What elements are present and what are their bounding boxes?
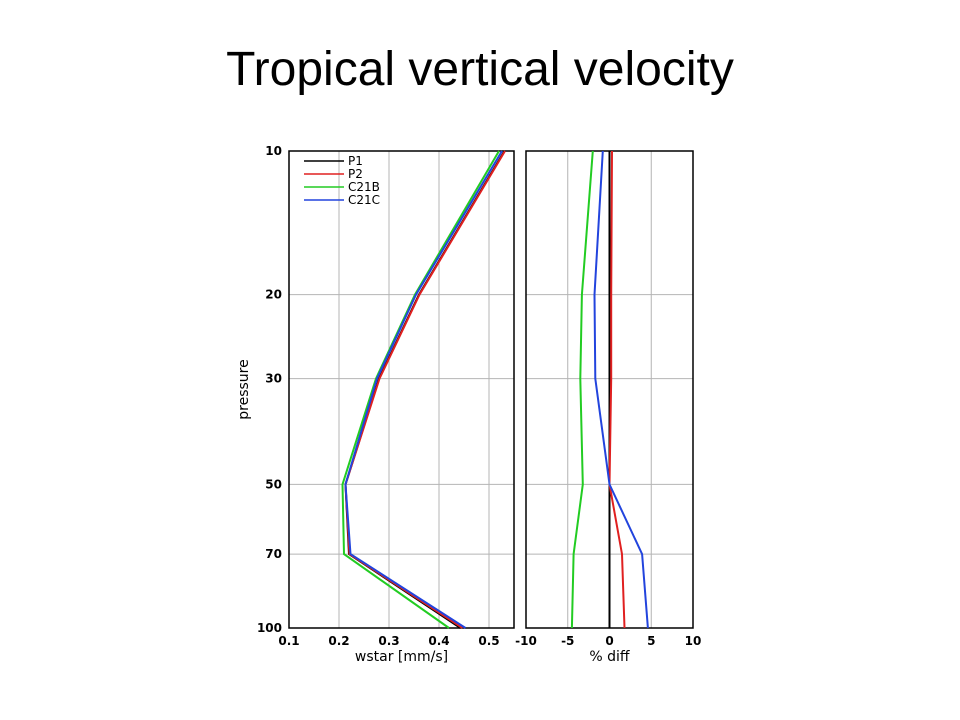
series-line-p2 xyxy=(608,150,626,629)
x-tick-label: 0 xyxy=(605,634,613,648)
x-tick-label: 10 xyxy=(685,634,702,648)
legend-label: P1 xyxy=(348,154,363,168)
y-tick-label: 20 xyxy=(265,288,282,302)
x-tick-label: 0.5 xyxy=(478,634,499,648)
x-axis-label: wstar [mm/s] xyxy=(355,649,448,665)
legend-label: P2 xyxy=(348,167,363,181)
x-axis-label: % diff xyxy=(589,649,630,665)
y-tick-label: 100 xyxy=(257,621,282,635)
x-tick-label: 0.1 xyxy=(278,634,299,648)
series-line-c21b xyxy=(570,150,594,629)
y-tick-label: 30 xyxy=(265,372,282,386)
x-tick-label: 0.3 xyxy=(378,634,399,648)
series-line-c21c xyxy=(593,150,649,629)
legend-label: C21C xyxy=(348,193,380,207)
x-tick-label: 5 xyxy=(647,634,655,648)
x-tick-label: -10 xyxy=(515,634,537,648)
y-tick-label: 70 xyxy=(265,547,282,561)
series-line-c21c xyxy=(344,150,503,629)
y-tick-label: 50 xyxy=(265,477,282,491)
series-line-p1 xyxy=(344,150,506,629)
y-axis-label: pressure xyxy=(236,359,252,419)
series-line-c21b xyxy=(341,150,500,629)
y-tick-label: 10 xyxy=(265,144,282,158)
series-line-p2 xyxy=(344,150,506,629)
x-tick-label: 0.4 xyxy=(428,634,449,648)
legend-label: C21B xyxy=(348,180,380,194)
x-tick-label: 0.2 xyxy=(328,634,349,648)
slide-title: Tropical vertical velocity xyxy=(226,43,734,96)
plot-frame xyxy=(288,150,515,629)
panel-1: 0.1 0.2 0.3 0.4 0.5 10 20 30 50 70 100 wstar [mm/s]… xyxy=(236,144,515,665)
x-tick-label: -5 xyxy=(561,634,574,648)
panel-2: -10 -5 0 5 10 % diff xyxy=(515,150,702,665)
